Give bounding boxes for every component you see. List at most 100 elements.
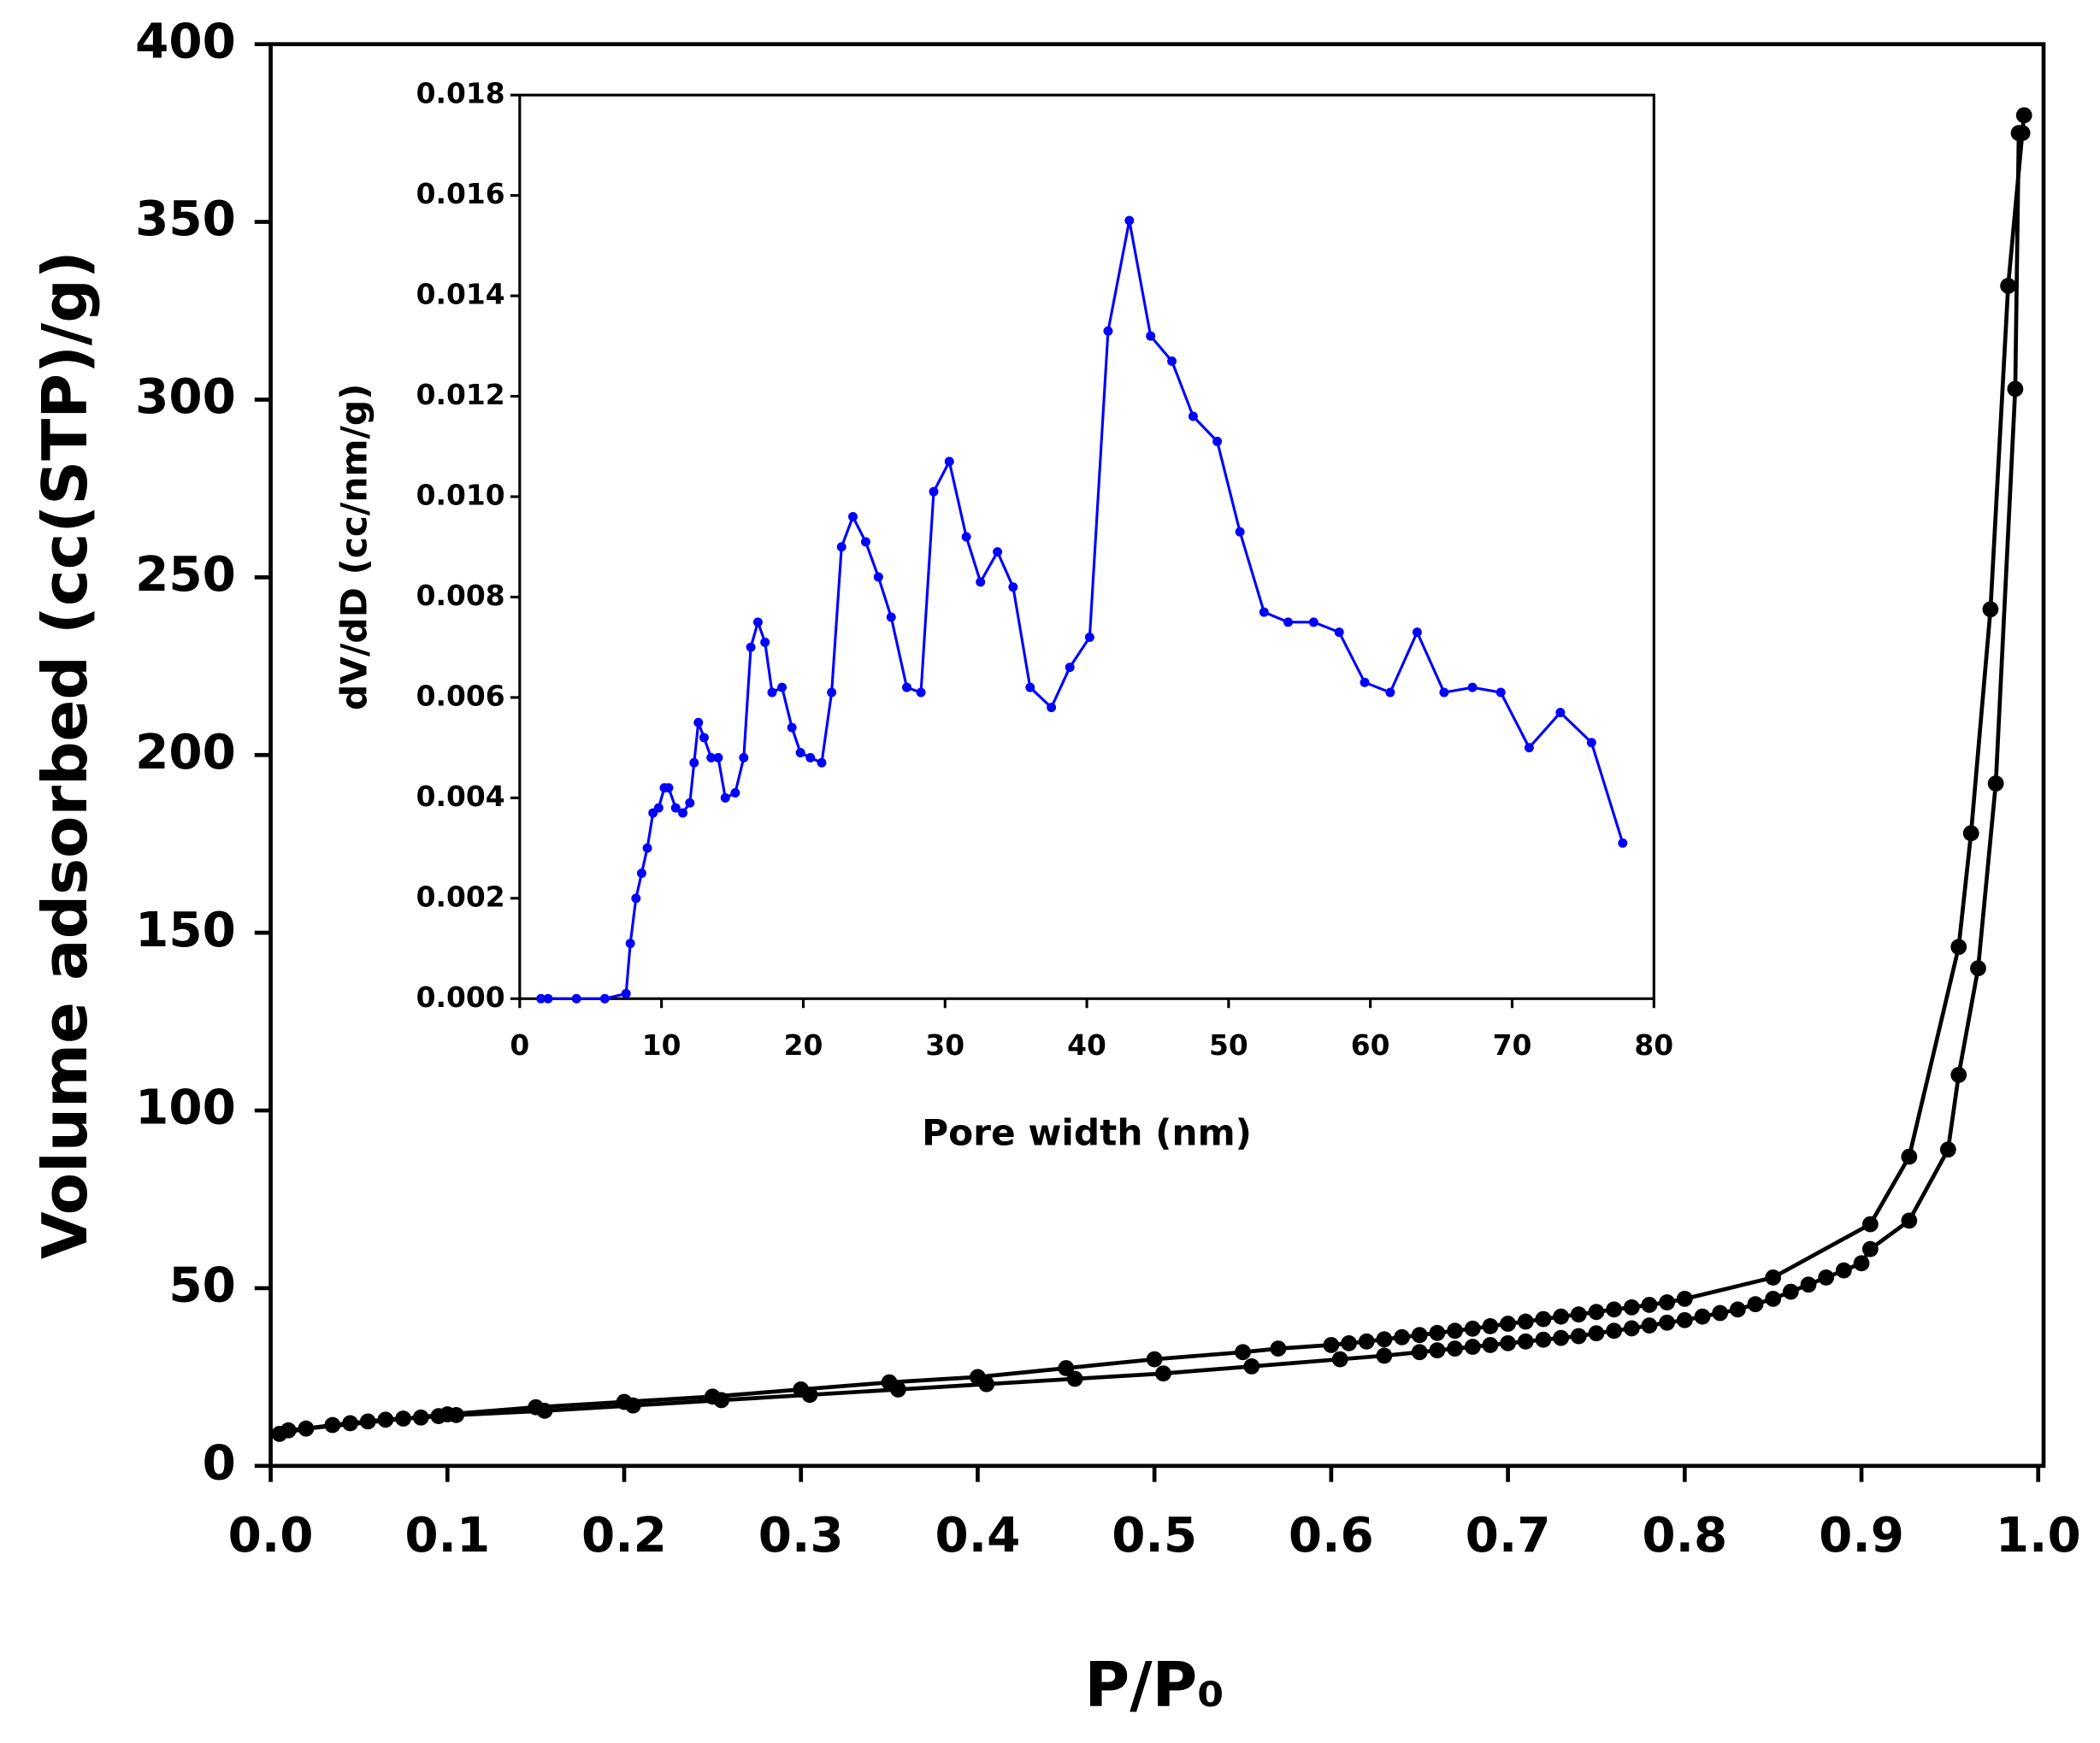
data-point xyxy=(1243,1358,1260,1375)
data-point xyxy=(1146,1351,1163,1368)
data-point xyxy=(1084,632,1094,642)
data-point xyxy=(1570,1328,1587,1345)
x-tick-label: 0.9 xyxy=(1819,1508,1904,1563)
data-point xyxy=(1358,1333,1375,1350)
data-point xyxy=(760,637,770,647)
series-line xyxy=(287,115,2026,1433)
x-tick-label: 0.1 xyxy=(404,1508,490,1563)
data-point xyxy=(961,532,971,542)
x-axis-label: P/P₀ xyxy=(1084,1649,1224,1721)
data-point xyxy=(1962,825,1979,842)
data-point xyxy=(1606,1301,1623,1318)
y-tick-label: 0.018 xyxy=(416,77,505,110)
data-point xyxy=(699,733,709,743)
data-point xyxy=(1447,1322,1463,1340)
y-tick-label: 100 xyxy=(135,1081,236,1136)
data-point xyxy=(1950,939,1967,956)
y-tick-label: 0.002 xyxy=(416,880,505,913)
data-point xyxy=(1334,627,1344,638)
data-point xyxy=(631,893,641,904)
data-point xyxy=(1835,1262,1852,1279)
data-point xyxy=(793,1381,810,1398)
data-point xyxy=(1517,1333,1534,1350)
data-point xyxy=(1641,1317,1658,1334)
data-point xyxy=(2015,107,2032,124)
y-tick-label: 0.000 xyxy=(416,980,505,1014)
data-point xyxy=(621,988,631,998)
data-point xyxy=(2007,380,2024,397)
data-point xyxy=(1623,1320,1640,1337)
data-point xyxy=(706,752,717,763)
data-point xyxy=(1950,1067,1967,1083)
data-point xyxy=(1659,1314,1676,1331)
x-tick-label: 80 xyxy=(1634,1028,1673,1062)
data-point xyxy=(1124,215,1135,226)
data-point xyxy=(1047,703,1057,713)
data-point xyxy=(1482,1318,1499,1334)
data-point xyxy=(886,612,896,622)
data-point xyxy=(704,1388,721,1405)
x-tick-label: 0.2 xyxy=(581,1508,667,1563)
data-point xyxy=(653,803,664,813)
y-tick-label: 0.008 xyxy=(416,579,505,612)
x-tick-label: 0 xyxy=(510,1028,529,1062)
x-axis-label: Pore width (nm) xyxy=(922,1112,1252,1154)
data-point xyxy=(1500,1334,1516,1351)
data-point xyxy=(881,1374,898,1391)
data-point xyxy=(439,1406,456,1422)
y-tick-label: 200 xyxy=(135,725,236,780)
data-point xyxy=(1235,527,1245,537)
data-point xyxy=(1412,627,1422,638)
x-tick-label: 0.3 xyxy=(758,1508,844,1563)
data-point xyxy=(664,783,674,793)
data-point xyxy=(1360,677,1370,687)
x-tick-label: 40 xyxy=(1067,1028,1106,1062)
data-point xyxy=(1694,1308,1711,1325)
y-tick-label: 400 xyxy=(135,14,236,69)
data-point xyxy=(1495,687,1506,698)
data-point xyxy=(1308,617,1318,627)
plot-frame xyxy=(518,93,1655,1000)
data-point xyxy=(1588,1325,1605,1342)
data-point xyxy=(1555,708,1566,718)
x-tick-label: 0.6 xyxy=(1289,1508,1374,1563)
data-point xyxy=(1901,1148,1918,1165)
data-point xyxy=(1439,687,1449,698)
data-point xyxy=(1618,838,1628,848)
y-tick-label: 0.006 xyxy=(416,679,505,712)
data-point xyxy=(1623,1298,1640,1316)
data-point xyxy=(1447,1340,1463,1357)
x-tick-label: 0.0 xyxy=(228,1508,314,1563)
data-point xyxy=(1259,607,1269,617)
data-point xyxy=(642,843,652,853)
data-point xyxy=(543,993,553,1004)
x-tick-label: 50 xyxy=(1209,1028,1248,1062)
data-point xyxy=(1853,1255,1870,1272)
data-point xyxy=(1235,1344,1251,1361)
data-point xyxy=(767,687,777,698)
data-point xyxy=(1341,1334,1357,1351)
y-tick-label: 0 xyxy=(203,1435,236,1491)
data-point xyxy=(1464,1339,1481,1355)
data-point xyxy=(1323,1337,1340,1353)
data-point xyxy=(916,687,926,698)
data-point xyxy=(1570,1306,1587,1323)
data-point xyxy=(836,542,846,552)
x-tick-label: 30 xyxy=(925,1028,964,1062)
data-point xyxy=(1901,1212,1918,1229)
data-point xyxy=(1861,1216,1879,1233)
data-point xyxy=(1588,1304,1605,1321)
data-point xyxy=(1729,1301,1746,1318)
data-point xyxy=(1939,1141,1956,1158)
data-point xyxy=(1535,1310,1552,1328)
data-point xyxy=(1818,1269,1835,1286)
data-point xyxy=(1394,1328,1410,1346)
data-point xyxy=(944,456,954,467)
y-tick-label: 0.010 xyxy=(416,479,505,512)
data-point xyxy=(1411,1344,1428,1361)
data-point xyxy=(1553,1329,1570,1346)
data-point xyxy=(1676,1311,1693,1328)
data-point xyxy=(1065,662,1075,673)
data-point xyxy=(902,682,911,692)
